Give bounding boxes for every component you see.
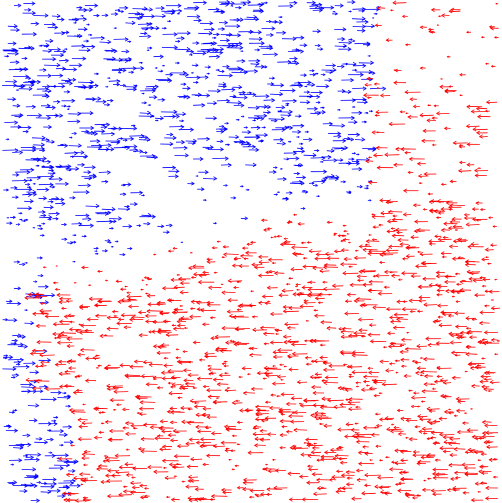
rightward-arrow-layer	[2, 0, 387, 503]
leftward-arrow-layer	[24, 0, 501, 503]
